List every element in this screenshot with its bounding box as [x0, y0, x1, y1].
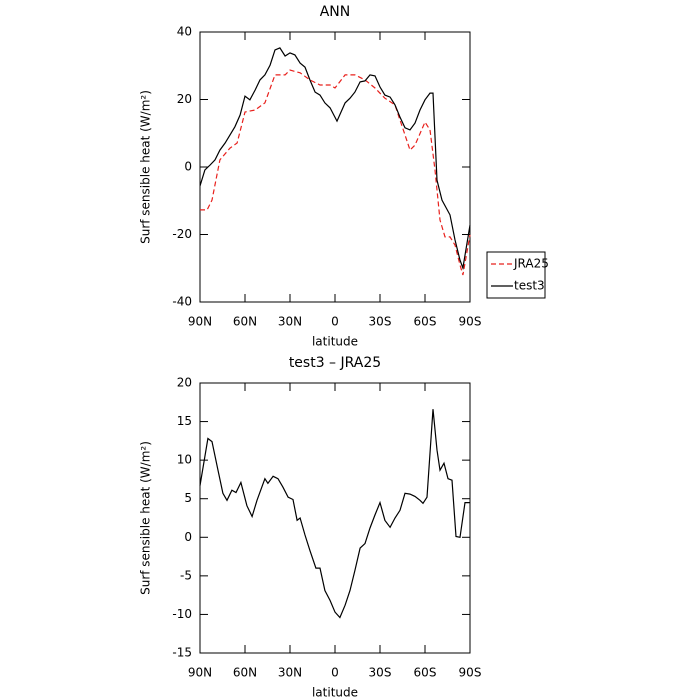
- x-tick-label: 30N: [278, 315, 302, 329]
- y-tick-label: -15: [172, 646, 192, 660]
- y-tick-label: 0: [184, 160, 192, 174]
- x-tick-label: 30S: [369, 666, 392, 680]
- y-axis-label: Surf sensible heat (W/m²): [139, 441, 153, 595]
- y-tick-label: 15: [177, 414, 192, 428]
- plot-frame: [199, 31, 471, 303]
- x-tick-label: 60S: [414, 666, 437, 680]
- data-line: [199, 47, 471, 271]
- x-axis-label: latitude: [312, 335, 358, 349]
- x-tick-label: 90N: [188, 315, 212, 329]
- data-line: [199, 409, 470, 619]
- x-tick-label: 60N: [233, 666, 257, 680]
- x-axis-label: latitude: [312, 686, 358, 700]
- y-tick-label: 10: [177, 453, 192, 467]
- legend-label: JRA25: [513, 257, 549, 271]
- chart-title: ANN: [320, 4, 351, 20]
- legend-label: test3: [514, 279, 545, 293]
- data-line: [200, 69, 471, 276]
- y-tick-label: -10: [172, 607, 192, 621]
- y-tick-label: -40: [172, 295, 192, 309]
- x-tick-label: 60N: [233, 315, 257, 329]
- y-axis-label: Surf sensible heat (W/m²): [139, 90, 153, 244]
- y-tick-label: 5: [184, 491, 192, 505]
- x-tick-label: 60S: [414, 315, 437, 329]
- chart-title: test3 – JRA25: [289, 355, 381, 371]
- y-tick-label: -5: [180, 568, 192, 582]
- x-tick-label: 90N: [188, 666, 212, 680]
- y-tick-label: -20: [172, 227, 192, 241]
- legend: JRA25 test3: [486, 251, 549, 299]
- y-tick-label: 40: [177, 25, 192, 39]
- legend-box: [486, 251, 546, 299]
- x-tick-label: 0: [331, 315, 339, 329]
- y-tick-label: 20: [177, 92, 192, 106]
- x-tick-label: 30S: [369, 315, 392, 329]
- x-tick-label: 0: [331, 666, 339, 680]
- y-tick-label: 0: [184, 530, 192, 544]
- x-tick-label: 30N: [278, 666, 302, 680]
- y-tick-label: 20: [177, 376, 192, 390]
- x-tick-label: 90S: [459, 666, 482, 680]
- x-tick-label: 90S: [459, 315, 482, 329]
